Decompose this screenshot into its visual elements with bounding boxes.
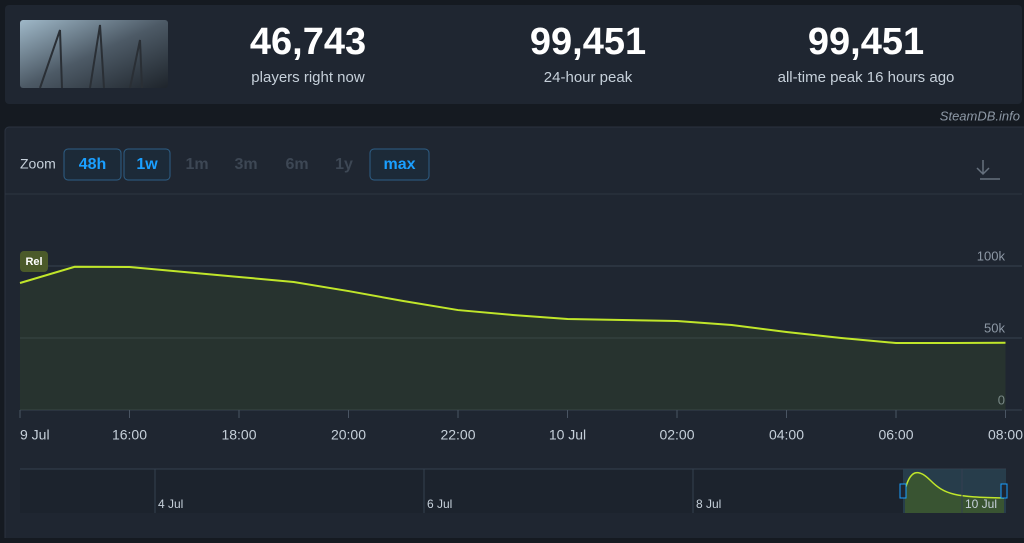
- x-tick-label: 08:00: [988, 427, 1023, 443]
- zoom-option[interactable]: 1w: [136, 156, 158, 173]
- stat-label: 24-hour peak: [544, 69, 633, 86]
- navigator-label: 6 Jul: [427, 497, 452, 511]
- y-tick-label: 0: [998, 392, 1005, 407]
- navigator-area: [905, 472, 1004, 513]
- x-tick-label: 04:00: [769, 427, 804, 443]
- zoom-option[interactable]: max: [383, 156, 415, 173]
- zoom-button[interactable]: [369, 148, 430, 181]
- zoom-option: 6m: [285, 156, 308, 173]
- zoom-button[interactable]: [63, 148, 122, 181]
- y-tick-label: 100k: [977, 248, 1006, 263]
- zoom-option: 1m: [185, 156, 208, 173]
- navigator: [20, 469, 1006, 513]
- image-detail: [39, 24, 143, 89]
- game-image[interactable]: [20, 20, 168, 88]
- x-tick-label: 16:00: [112, 427, 147, 443]
- stat-value: 46,743: [250, 21, 366, 63]
- zoom-button[interactable]: [123, 148, 171, 181]
- stat-label: players right now: [251, 69, 365, 86]
- area: [20, 266, 1006, 410]
- x-tick-label: 20:00: [331, 427, 366, 443]
- zoom-label: Zoom: [20, 156, 56, 172]
- stat-value: 99,451: [808, 21, 924, 63]
- navigator-label: 10 Jul: [965, 497, 997, 511]
- annotation-badge: [20, 251, 48, 272]
- annotation: Rel: [25, 256, 42, 268]
- line: [19, 265, 1006, 345]
- navigator-label: 8 Jul: [696, 497, 721, 511]
- download-icon[interactable]: [976, 160, 1000, 180]
- x-tick-label: 22:00: [440, 427, 475, 443]
- stat-label: all-time peak 16 hours ago: [778, 69, 955, 86]
- zoom-option: 1y: [335, 156, 353, 173]
- navigator-handle[interactable]: [1000, 483, 1008, 499]
- stat-value: 99,451: [530, 21, 646, 63]
- x-tick-label: 9 Jul: [20, 427, 50, 443]
- zoom-option: 3m: [234, 156, 257, 173]
- x-tick-label: 18:00: [221, 427, 256, 443]
- x-tick-label: 10 Jul: [549, 427, 586, 443]
- x-tick-label: 02:00: [659, 427, 694, 443]
- x-tick-label: 06:00: [878, 427, 913, 443]
- stats-card: [5, 5, 1022, 104]
- navigator-label: 4 Jul: [158, 497, 183, 511]
- zoom-option[interactable]: 48h: [79, 156, 107, 173]
- chart-panel: [4, 126, 1024, 543]
- navigator-handle[interactable]: [899, 483, 907, 499]
- source[interactable]: SteamDB.info: [940, 108, 1020, 123]
- y-tick-label: 50k: [984, 320, 1005, 335]
- navigator-line: [904, 471, 1005, 499]
